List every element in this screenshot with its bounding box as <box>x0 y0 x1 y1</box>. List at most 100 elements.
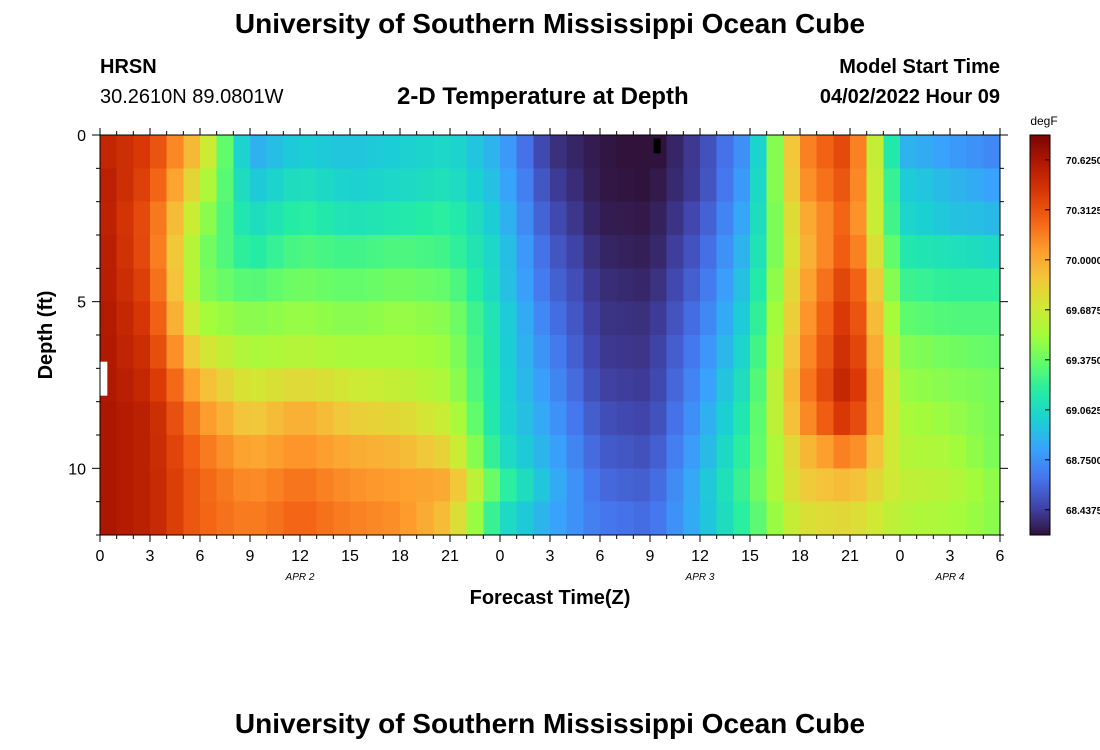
heatmap-cell <box>700 335 718 369</box>
heatmap-cell <box>766 201 784 236</box>
heatmap-cell <box>916 368 934 403</box>
heatmap-cell <box>100 268 118 303</box>
heatmap-cell <box>316 401 334 436</box>
heatmap-cell <box>766 168 784 203</box>
heatmap-cell <box>883 201 901 236</box>
heatmap-cell <box>833 468 851 503</box>
heatmap-cell <box>183 435 201 469</box>
heatmap-cell <box>550 268 568 303</box>
heatmap-cell <box>466 501 484 536</box>
heatmap-cell <box>466 135 484 169</box>
heatmap-cell <box>550 168 568 203</box>
heatmap-cell <box>833 401 851 436</box>
heatmap-cell <box>283 335 301 369</box>
heatmap-cell <box>416 501 434 536</box>
heatmap-cell <box>183 468 201 503</box>
heatmap-cell <box>516 135 534 169</box>
heatmap-cell <box>516 335 534 369</box>
heatmap-cell <box>566 468 584 503</box>
heatmap-cell <box>500 201 518 236</box>
heatmap-cell <box>633 201 651 236</box>
heatmap-cell <box>450 401 468 436</box>
heatmap-cell <box>933 435 951 469</box>
heatmap-cell <box>850 201 868 236</box>
heatmap-cell <box>250 135 268 169</box>
heatmap-cell <box>433 301 451 336</box>
colorbar: degF 70.6250 70.3125 70.0000 69.6875 69.3750 6… <box>1029 114 1100 536</box>
heatmap-cell <box>416 468 434 503</box>
heatmap-cell <box>766 135 784 169</box>
x-tick-label: 3 <box>146 548 155 565</box>
heatmap-cell <box>150 135 168 169</box>
heatmap-cell <box>233 268 251 303</box>
heatmap-cell <box>650 201 668 236</box>
heatmap-cell <box>400 401 418 436</box>
heatmap-cell <box>633 368 651 403</box>
heatmap-cell <box>816 335 834 369</box>
heatmap-cell <box>616 168 634 203</box>
heatmap-cell <box>383 135 401 169</box>
heatmap-cell <box>633 401 651 436</box>
heatmap-cell <box>750 135 768 169</box>
heatmap-cell <box>750 268 768 303</box>
heatmap-cell <box>383 201 401 236</box>
heatmap-cell <box>233 168 251 203</box>
heatmap-cell <box>766 335 784 369</box>
heatmap-cell <box>833 301 851 336</box>
heatmap-cell <box>233 368 251 403</box>
heatmap-cell <box>200 201 218 236</box>
heatmap-cell <box>916 301 934 336</box>
heatmap-cell <box>616 368 634 403</box>
heatmap-cell <box>166 368 184 403</box>
heatmap-cell <box>833 501 851 536</box>
heatmap-cell <box>566 368 584 403</box>
heatmap-cell <box>866 335 884 369</box>
heatmap-cell <box>300 268 318 303</box>
heatmap-cell <box>550 335 568 369</box>
heatmap-cell <box>866 368 884 403</box>
heatmap-cell <box>650 335 668 369</box>
heatmap-cell <box>933 401 951 436</box>
heatmap-cell <box>683 368 701 403</box>
heatmap-cell <box>333 501 351 536</box>
heatmap-cell <box>450 501 468 536</box>
heatmap-cell <box>983 401 1001 436</box>
heatmap-cell <box>866 268 884 303</box>
heatmap-cell <box>950 468 968 503</box>
data-marker <box>653 138 661 154</box>
heatmap-cell <box>983 168 1001 203</box>
heatmap-cell <box>933 201 951 236</box>
heatmap-cell <box>216 301 234 336</box>
heatmap-cell <box>283 235 301 269</box>
heatmap-cell <box>783 501 801 536</box>
heatmap-cell <box>316 168 334 203</box>
heatmap-cell <box>216 468 234 503</box>
heatmap-cell <box>566 501 584 536</box>
heatmap-cell <box>900 235 918 269</box>
heatmap-cell <box>750 201 768 236</box>
heatmap-cell <box>450 301 468 336</box>
heatmap-cell <box>583 301 601 336</box>
heatmap-cell <box>950 368 968 403</box>
heatmap-cell <box>783 201 801 236</box>
heatmap-cell <box>316 268 334 303</box>
heatmap-cell <box>800 501 818 536</box>
heatmap-cell <box>516 468 534 503</box>
heatmap-cell <box>850 335 868 369</box>
heatmap-cell <box>516 268 534 303</box>
heatmap-cell <box>150 501 168 536</box>
heatmap-cell <box>566 201 584 236</box>
heatmap-cell <box>950 135 968 169</box>
heatmap-cell <box>783 401 801 436</box>
heatmap-cell <box>400 501 418 536</box>
heatmap-cell <box>933 235 951 269</box>
heatmap-cell <box>150 435 168 469</box>
heatmap-cell <box>933 301 951 336</box>
heatmap-cell <box>883 301 901 336</box>
heatmap-cell <box>166 268 184 303</box>
heatmap-cell <box>366 468 384 503</box>
heatmap-cell <box>233 301 251 336</box>
x-tick-label: 15 <box>341 548 359 565</box>
heatmap-cell <box>283 301 301 336</box>
date-label: APR 3 <box>685 572 715 583</box>
